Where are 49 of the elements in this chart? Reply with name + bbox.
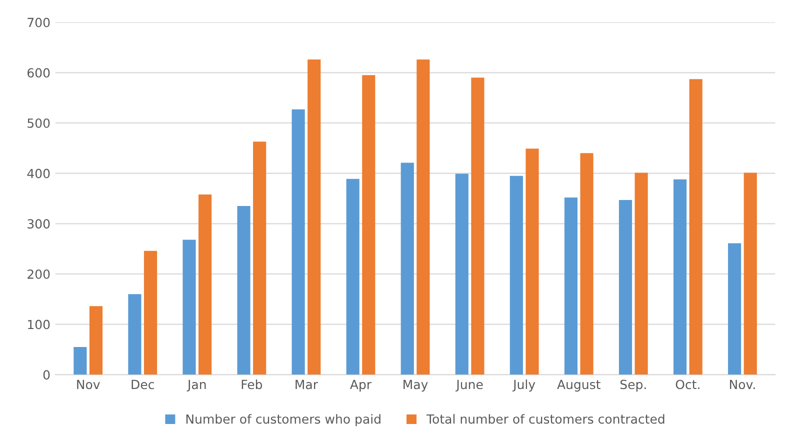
- bar: [362, 75, 376, 375]
- bar: [74, 346, 87, 375]
- x-tick-label: Nov.: [730, 380, 755, 390]
- bar: [144, 250, 158, 375]
- y-tick-label: 700: [28, 18, 50, 28]
- y-tick-label: 0: [43, 370, 50, 380]
- bar: [308, 60, 321, 375]
- bar: [673, 179, 687, 375]
- x-tick-label: June: [456, 380, 483, 392]
- bar: [618, 200, 632, 375]
- x-tick-label: Dec: [132, 380, 154, 390]
- bar: [346, 178, 360, 375]
- bar: [689, 79, 702, 375]
- bar: [564, 197, 578, 375]
- y-tick-label: 300: [28, 219, 50, 229]
- bar: [89, 306, 103, 375]
- x-tick-label: July: [512, 380, 536, 392]
- bar: [292, 109, 305, 375]
- bar: [182, 240, 196, 375]
- y-tick-label: 200: [28, 269, 50, 279]
- y-tick-label: 500: [28, 118, 50, 128]
- bar: [128, 294, 142, 375]
- x-tick-label: Nov: [77, 380, 100, 390]
- bar: [253, 142, 266, 375]
- x-tick-label: Oct.: [676, 380, 700, 390]
- x-tick-label: Mar: [296, 380, 318, 390]
- bar: [471, 78, 484, 375]
- bar: [526, 148, 539, 375]
- bar: [400, 162, 414, 375]
- x-tick-label: Apr: [350, 380, 372, 392]
- bar: [237, 206, 250, 375]
- bar: [510, 176, 523, 375]
- x-tick-label: August: [557, 380, 600, 392]
- y-tick-label: 400: [27, 168, 50, 178]
- bar: [744, 172, 757, 375]
- bar: [580, 153, 594, 375]
- legend-label: Total number of customers contracted: [426, 414, 664, 424]
- legend-label: Number of customers who paid: [186, 414, 380, 426]
- bar: [728, 243, 742, 375]
- bar: [416, 60, 430, 375]
- x-tick-label: Feb: [242, 380, 262, 390]
- x-tick-label: May: [404, 380, 428, 392]
- y-tick-label: 100: [28, 320, 50, 330]
- x-tick-label: Jan: [186, 380, 206, 392]
- x-tick-label: Sep.: [620, 380, 646, 392]
- bar: [198, 194, 212, 375]
- bar: [455, 174, 468, 375]
- y-tick-label: 600: [28, 68, 50, 78]
- bar: [634, 172, 648, 375]
